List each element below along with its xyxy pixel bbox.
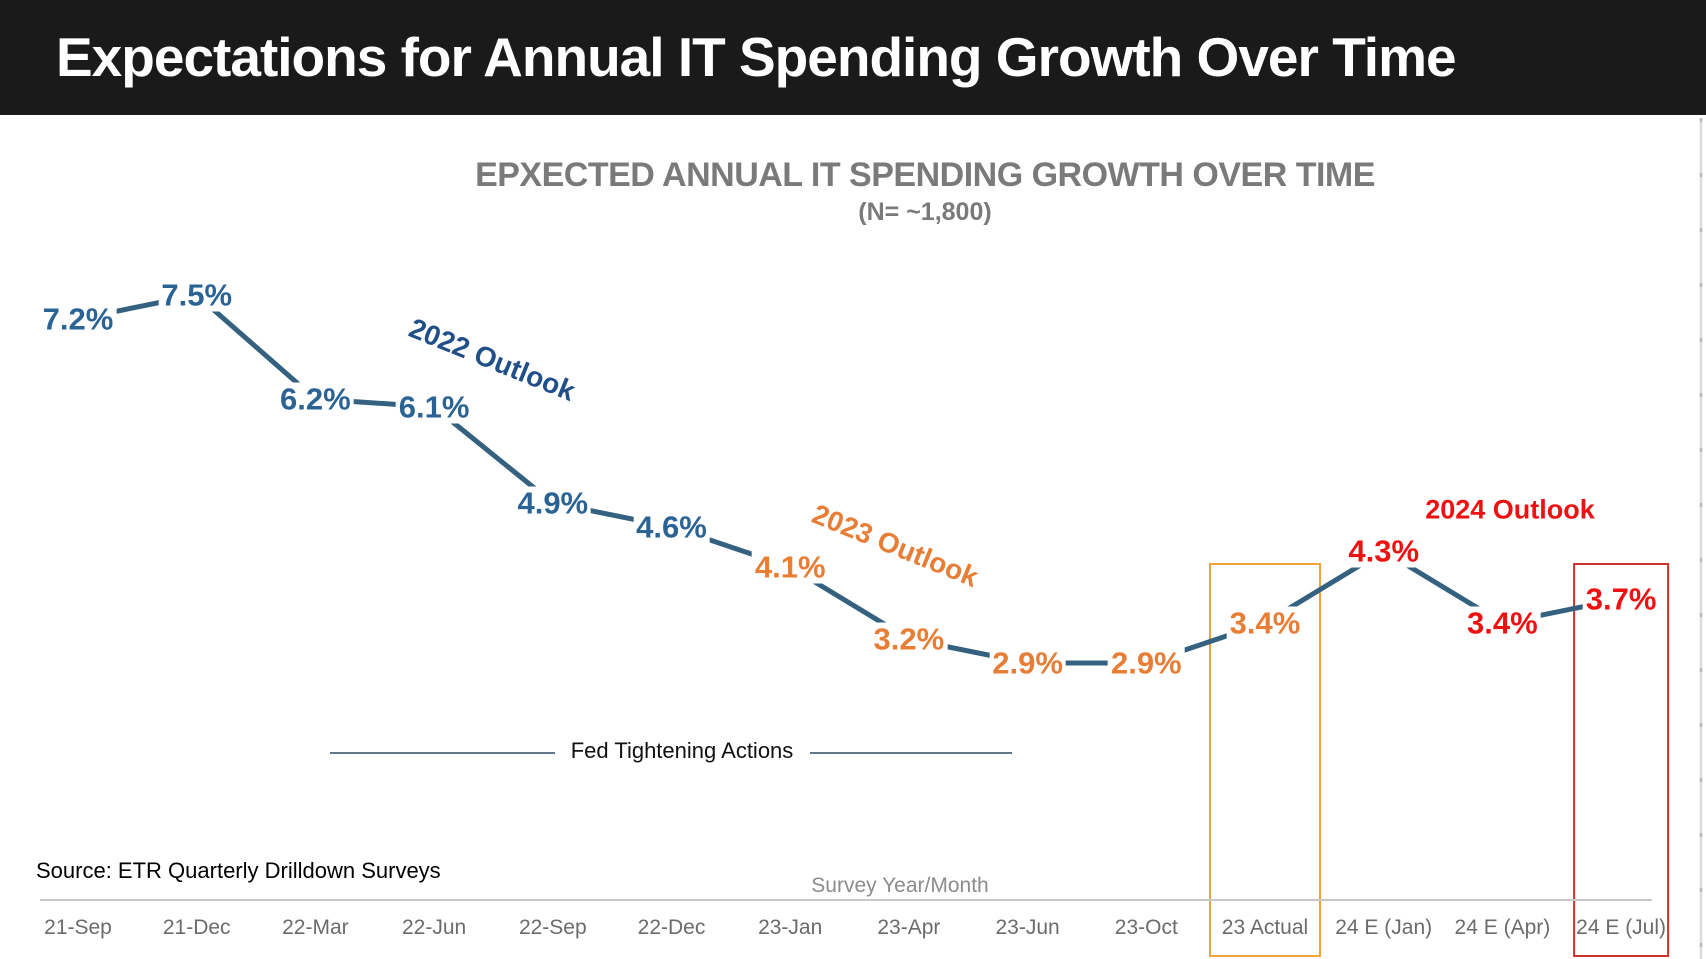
data-label-23-jun: 2.9% xyxy=(989,646,1066,680)
x-axis-tick-23-jun: 23-Jun xyxy=(995,916,1060,939)
x-axis-tick-22-mar: 22-Mar xyxy=(282,916,349,939)
source-note: Source: ETR Quarterly Drilldown Surveys xyxy=(36,858,441,883)
data-label-22-mar: 6.2% xyxy=(277,382,354,416)
data-label-22-dec: 4.6% xyxy=(633,510,710,544)
data-label-23-jan: 4.1% xyxy=(751,550,829,584)
highlight-box-24-e-jul- xyxy=(1573,563,1670,957)
highlight-box-23-actual xyxy=(1209,563,1321,957)
x-axis-tick-24-e-apr-: 24 E (Apr) xyxy=(1454,916,1551,939)
data-label-23-apr: 3.2% xyxy=(870,622,948,656)
x-axis-tick-23-actual: 23 Actual xyxy=(1221,916,1309,939)
x-axis-tick-24-e-jul-: 24 E (Jul) xyxy=(1576,916,1667,939)
page-title: Expectations for Annual IT Spending Grow… xyxy=(56,26,1457,88)
x-axis-tick-24-e-jan-: 24 E (Jan) xyxy=(1335,916,1433,939)
x-axis-tick-23-oct: 23-Oct xyxy=(1114,916,1178,939)
data-label-23-actual: 3.4% xyxy=(1226,606,1304,640)
chart-subtitle: (N= ~1,800) xyxy=(858,198,992,226)
x-axis-tick-21-dec: 21-Dec xyxy=(162,916,231,939)
data-label-21-sep: 7.2% xyxy=(39,302,117,336)
x-axis-tick-22-dec: 22-Dec xyxy=(637,916,706,939)
header-bar: Expectations for Annual IT Spending Grow… xyxy=(0,0,1706,115)
spending-growth-line xyxy=(77,292,1622,666)
x-axis-tick-23-jan: 23-Jan xyxy=(758,916,823,939)
data-label-24-e-jul-: 3.7% xyxy=(1582,582,1660,616)
data-label-24-e-apr-: 3.4% xyxy=(1464,606,1541,640)
data-label-22-jun: 6.1% xyxy=(395,390,473,424)
x-axis-tick-22-jun: 22-Jun xyxy=(401,916,467,939)
data-label-23-oct: 2.9% xyxy=(1107,646,1185,680)
data-label-22-sep: 4.9% xyxy=(514,486,592,520)
fed-tightening-label: Fed Tightening Actions xyxy=(570,738,794,763)
x-axis-title: Survey Year/Month xyxy=(811,874,989,897)
x-axis-tick-21-sep: 21-Sep xyxy=(44,916,112,939)
data-label-24-e-jan-: 4.3% xyxy=(1345,534,1423,568)
x-axis-tick-23-apr: 23-Apr xyxy=(877,916,941,939)
annotation-outlook-2024: 2024 Outlook xyxy=(1425,494,1595,525)
chart-title: EPXECTED ANNUAL IT SPENDING GROWTH OVER … xyxy=(475,156,1375,194)
data-label-21-dec: 7.5% xyxy=(158,278,236,312)
x-axis-tick-22-sep: 22-Sep xyxy=(518,916,587,939)
